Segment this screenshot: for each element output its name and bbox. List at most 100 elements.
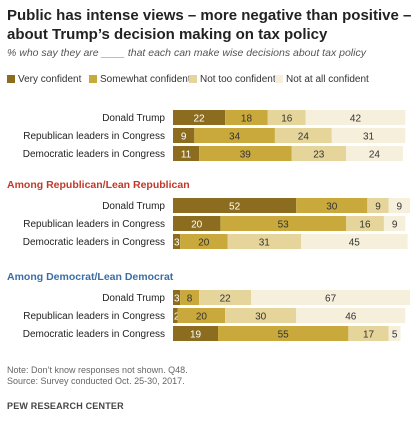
bar-value-label: 23 (313, 150, 325, 161)
bar-value-label: 3 (174, 294, 180, 305)
bar-segment (388, 326, 401, 341)
row-label: Democratic leaders in Congress (23, 237, 165, 248)
group-heading: Among Democrat/Lean Democrat (7, 271, 174, 283)
bar-segment (199, 146, 292, 161)
bar-value-label: 42 (350, 114, 362, 125)
bar-segment (177, 308, 226, 323)
bar-segment (173, 326, 219, 341)
bar-segment (225, 308, 297, 323)
bar-segment (194, 128, 275, 143)
row-label: Donald Trump (102, 293, 165, 304)
row-label: Republican leaders in Congress (23, 311, 165, 322)
bar-value-label: 5 (392, 330, 398, 341)
bar-segment (173, 234, 181, 249)
bar-value-label: 31 (363, 132, 375, 143)
bar-segment (173, 308, 178, 323)
bar-value-label: 67 (325, 294, 337, 305)
bar-value-label: 8 (187, 294, 193, 305)
bar-value-label: 45 (349, 238, 361, 249)
row-label: Democratic leaders in Congress (23, 149, 165, 160)
legend-swatch (7, 75, 15, 83)
bar-segment (227, 234, 301, 249)
bar-segment (305, 110, 406, 125)
bar-value-label: 9 (397, 202, 403, 213)
bar-value-label: 16 (359, 220, 371, 231)
row-label: Donald Trump (102, 201, 165, 212)
bar-value-label: 39 (240, 150, 252, 161)
bar-segment (267, 110, 306, 125)
bar-value-label: 9 (392, 220, 398, 231)
bar-value-label: 3 (174, 238, 180, 249)
bar-value-label: 17 (363, 330, 375, 341)
legend-label: Somewhat confident (100, 73, 191, 85)
bar-segment (274, 128, 332, 143)
source-line: Source: Survey conducted Oct. 25-30, 201… (7, 376, 185, 386)
bar-segment (173, 216, 221, 231)
bar-segment (367, 198, 389, 213)
legend: Very confident Somewhat confident Not too … (7, 72, 417, 86)
bar-value-label: 30 (326, 202, 338, 213)
row-label: Republican leaders in Congress (23, 219, 165, 230)
bar-segment (180, 290, 200, 305)
bar-segment (173, 198, 297, 213)
bar-value-label: 34 (229, 132, 241, 143)
bar-segment (220, 216, 347, 231)
bar-segment (199, 290, 252, 305)
notes: Note: Don’t know responses not shown. Q4… (7, 365, 188, 387)
bar-segment (180, 234, 228, 249)
bar-segment (173, 146, 200, 161)
bar-value-label: 19 (190, 330, 202, 341)
bar-segment (296, 198, 368, 213)
bar-value-label: 11 (181, 150, 192, 161)
chart-subtitle: % who say they are ____ that each can ma… (7, 47, 366, 59)
legend-item: Not at all confident (275, 72, 369, 86)
bar-value-label: 18 (241, 114, 253, 125)
bar-segment (388, 198, 410, 213)
bar-value-label: 20 (191, 220, 203, 231)
legend-swatch (89, 75, 97, 83)
legend-label: Very confident (18, 73, 82, 85)
bar-segment (173, 110, 226, 125)
legend-swatch (189, 75, 197, 83)
source-organization: PEW RESEARCH CENTER (7, 401, 124, 411)
bar-value-label: 9 (375, 202, 381, 213)
bar-segment (346, 216, 384, 231)
bar-segment (291, 146, 347, 161)
bar-segment (346, 146, 403, 161)
bar-value-label: 20 (198, 238, 210, 249)
legend-item: Not too confident (189, 72, 276, 86)
chart-title: Public has intense views – more negative… (7, 7, 412, 43)
row-label: Democratic leaders in Congress (23, 329, 165, 340)
group-heading: Among Republican/Lean Republican (7, 179, 190, 191)
bar-segment (300, 234, 408, 249)
row-label: Republican leaders in Congress (23, 131, 165, 142)
row-label: Donald Trump (102, 113, 165, 124)
bar-value-label: 46 (345, 312, 357, 323)
bar-value-label: 20 (196, 312, 208, 323)
bar-segment (296, 308, 406, 323)
bar-segment (383, 216, 406, 231)
bar-segment (225, 110, 268, 125)
bar-value-label: 22 (220, 294, 232, 305)
bar-segment (218, 326, 349, 341)
legend-item: Very confident (7, 72, 81, 86)
bar-segment (173, 128, 195, 143)
bar-segment (331, 128, 406, 143)
legend-label: Not at all confident (286, 73, 369, 85)
bar-value-label: 55 (278, 330, 290, 341)
bar-value-label: 52 (229, 202, 241, 213)
bar-segment (348, 326, 389, 341)
legend-label: Not too confident (200, 73, 276, 85)
bar-segment (251, 290, 410, 305)
bar-value-label: 24 (369, 150, 381, 161)
legend-swatch (275, 75, 283, 83)
legend-item: Somewhat confident (89, 72, 191, 86)
bar-value-label: 24 (298, 132, 310, 143)
bar-value-label: 9 (181, 132, 187, 143)
bar-value-label: 53 (278, 220, 290, 231)
bar-value-label: 30 (255, 312, 267, 323)
bar-segment (173, 290, 181, 305)
bar-value-label: 31 (259, 238, 271, 249)
bar-value-label: 2 (174, 312, 180, 323)
